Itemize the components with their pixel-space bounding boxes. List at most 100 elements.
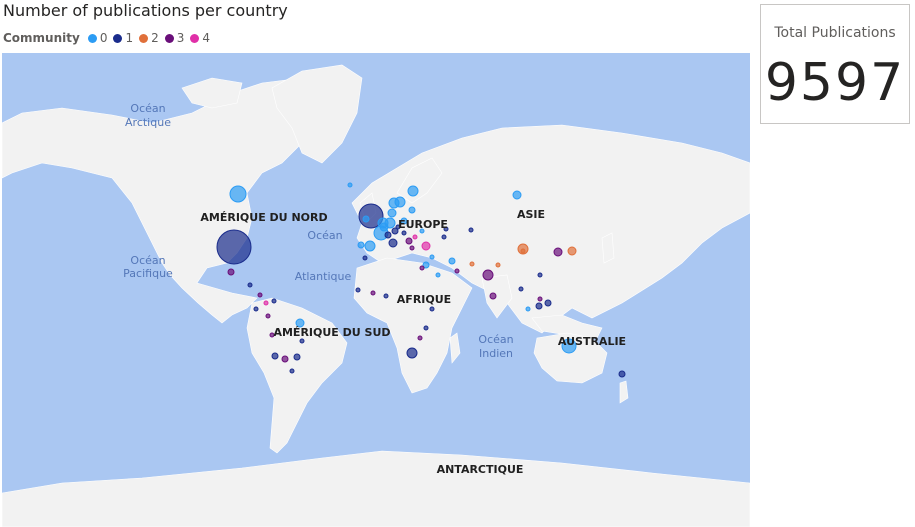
bubble-nepal[interactable] xyxy=(495,262,501,268)
bubble-finland[interactable] xyxy=(407,185,419,197)
bubble-india-south[interactable] xyxy=(489,292,497,300)
bubble-mongolia[interactable] xyxy=(512,190,522,200)
bubble-philippines[interactable] xyxy=(537,296,543,302)
bubble-china-east[interactable] xyxy=(517,243,529,255)
bubble-iran[interactable] xyxy=(448,257,456,265)
bubble-russia[interactable] xyxy=(443,226,449,232)
new-zealand-landmass xyxy=(619,380,629,404)
bubble-australia[interactable] xyxy=(561,338,577,354)
bubble-iceland[interactable] xyxy=(347,182,353,188)
bubble-balkans[interactable] xyxy=(405,237,413,245)
legend-item-1[interactable]: 1 xyxy=(113,31,133,45)
bubble-nigeria[interactable] xyxy=(383,293,389,299)
bubble-south-africa[interactable] xyxy=(406,347,418,359)
bubble-israel[interactable] xyxy=(422,261,430,269)
legend-item-0[interactable]: 0 xyxy=(87,31,107,45)
bubble-ethiopia[interactable] xyxy=(429,306,435,312)
bubble-baltic[interactable] xyxy=(408,206,416,214)
bubble-central-america-1[interactable] xyxy=(257,292,263,298)
bubble-taiwan[interactable] xyxy=(537,272,543,278)
bubble-india[interactable] xyxy=(482,269,494,281)
bubble-germany[interactable] xyxy=(384,217,396,229)
bubble-venezuela[interactable] xyxy=(295,318,305,328)
bubble-uruguay[interactable] xyxy=(289,368,295,374)
bubble-georgia[interactable] xyxy=(441,234,447,240)
madagascar-landmass xyxy=(449,332,461,364)
eurasia-landmass xyxy=(351,124,750,334)
bubble-ukraine[interactable] xyxy=(419,228,425,234)
world-map[interactable]: Océan Arctique Océan Pacifique Océan Atl… xyxy=(2,53,750,527)
total-publications-card[interactable]: Total Publications 9597 xyxy=(760,4,910,124)
bubble-saudi[interactable] xyxy=(435,272,441,278)
legend-dot-2 xyxy=(139,33,149,43)
bubble-canada[interactable] xyxy=(229,185,247,203)
ocean-labels: Océan Arctique Océan Pacifique Océan Atl… xyxy=(123,102,513,360)
bubble-bolivia[interactable] xyxy=(271,352,279,360)
bubble-austria[interactable] xyxy=(391,227,399,235)
ocean-label-indien-1: Océan xyxy=(478,333,513,346)
bubble-mexico-1[interactable] xyxy=(227,268,235,276)
bubble-argentina[interactable] xyxy=(293,353,301,361)
legend-label-2: 2 xyxy=(151,31,159,45)
label-amerique-du-nord: AMÉRIQUE DU NORD xyxy=(200,211,327,224)
bubble-romania[interactable] xyxy=(412,234,418,240)
legend-item-3[interactable]: 3 xyxy=(164,31,184,45)
antarctica-landmass xyxy=(2,450,750,527)
bubble-kazakhstan[interactable] xyxy=(468,227,474,233)
label-australie: AUSTRALIE xyxy=(558,335,626,348)
bubble-kenya[interactable] xyxy=(423,325,429,331)
bubble-cyprus[interactable] xyxy=(429,254,435,260)
legend-dot-0 xyxy=(87,33,97,43)
bubble-gulf[interactable] xyxy=(454,268,460,274)
bubble-denmark[interactable] xyxy=(387,208,397,218)
bubble-usa[interactable] xyxy=(216,229,252,265)
land-masses xyxy=(2,64,750,527)
legend-label-1: 1 xyxy=(125,31,134,45)
bubble-morocco[interactable] xyxy=(362,255,368,261)
bubble-malaysia[interactable] xyxy=(525,306,531,312)
bubble-ghana[interactable] xyxy=(370,290,376,296)
bubble-spain[interactable] xyxy=(364,240,376,252)
legend-dot-1 xyxy=(113,33,123,43)
bubble-sweden[interactable] xyxy=(394,196,406,208)
bubble-new-zealand[interactable] xyxy=(618,370,626,378)
bubble-turkey[interactable] xyxy=(421,241,431,251)
bubble-pakistan[interactable] xyxy=(469,261,475,267)
bubble-hungary[interactable] xyxy=(401,230,407,236)
bubble-chile[interactable] xyxy=(281,355,289,363)
bubble-greece[interactable] xyxy=(409,245,415,251)
legend-item-2[interactable]: 2 xyxy=(139,31,159,45)
bubble-japan[interactable] xyxy=(567,246,577,256)
bubble-portugal[interactable] xyxy=(357,241,365,249)
bubble-ecuador[interactable] xyxy=(253,306,259,312)
bubble-papua[interactable] xyxy=(544,299,552,307)
bubble-vietnam[interactable] xyxy=(518,286,524,292)
bubble-switzerland[interactable] xyxy=(384,231,392,239)
bubble-indonesia[interactable] xyxy=(535,302,543,310)
bubble-colombia[interactable] xyxy=(265,313,271,319)
bubble-brazil[interactable] xyxy=(299,338,305,344)
bubble-czech[interactable] xyxy=(395,224,401,230)
bubble-egypt[interactable] xyxy=(419,265,425,271)
bubble-central-america-2[interactable] xyxy=(263,300,269,306)
bubble-mexico-2[interactable] xyxy=(247,282,253,288)
publication-bubbles[interactable] xyxy=(216,182,626,378)
australia-landmass xyxy=(533,332,608,384)
card-label: Total Publications xyxy=(774,25,896,41)
bubble-central-america-3[interactable] xyxy=(271,298,277,304)
community-legend: Community 0 1 2 3 4 xyxy=(3,31,212,45)
label-antarctique: ANTARCTIQUE xyxy=(437,463,524,476)
bubble-ireland[interactable] xyxy=(362,215,370,223)
bubble-senegal[interactable] xyxy=(355,287,361,293)
bubble-poland[interactable] xyxy=(400,217,408,225)
legend-dot-4 xyxy=(190,33,200,43)
arctic-islands-landmass xyxy=(181,77,243,109)
bubble-korea[interactable] xyxy=(553,247,563,257)
ocean-label-pacifique-1: Océan xyxy=(130,254,165,267)
bubble-tanzania[interactable] xyxy=(417,335,423,341)
bubble-peru[interactable] xyxy=(269,332,275,338)
japan-landmass xyxy=(601,232,615,264)
legend-item-4[interactable]: 4 xyxy=(190,31,210,45)
greenland-landmass xyxy=(271,64,363,164)
bubble-italy[interactable] xyxy=(388,238,398,248)
